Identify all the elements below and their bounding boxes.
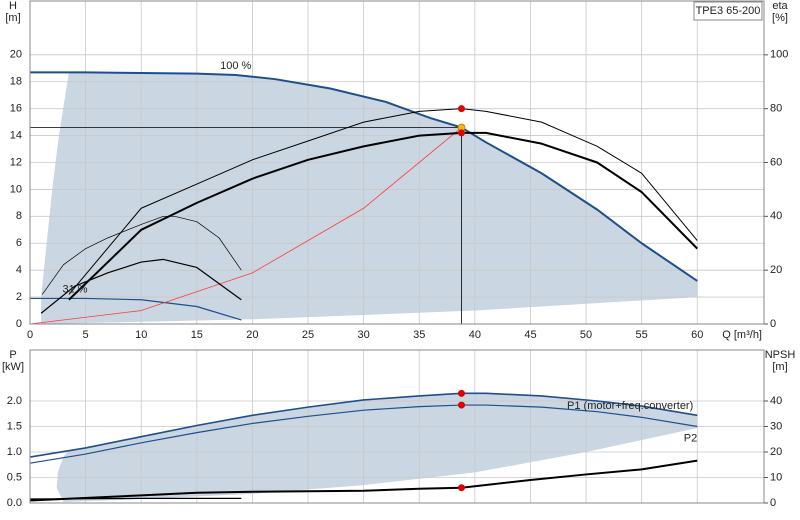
y2-axis-label: NPSH [765, 349, 796, 361]
y-tick-label: 12 [10, 156, 22, 168]
y2-tick-label: 100 [770, 49, 788, 61]
operating-point [458, 129, 466, 137]
y-tick-label: 14 [10, 129, 22, 141]
x-tick-label: 50 [580, 329, 592, 341]
curve [29, 127, 462, 325]
chart-title: TPE3 65-200 [696, 5, 761, 17]
operating-point [458, 389, 466, 397]
title-box [693, 1, 763, 21]
y2-axis-label: [m] [772, 361, 787, 373]
curve-label: 100 % [220, 60, 251, 72]
y-axis-label: [m] [5, 12, 20, 24]
operating-point [458, 484, 466, 492]
y2-tick-label: 20 [770, 446, 782, 458]
x-tick-label: 25 [302, 329, 314, 341]
y-tick-label: 20 [10, 49, 22, 61]
y-tick-label: 18 [10, 76, 22, 88]
y-tick-label: 0 [16, 318, 22, 330]
y-tick-label: 2 [16, 291, 22, 303]
y2-tick-label: 0 [770, 318, 776, 330]
y2-tick-label: 0 [770, 497, 776, 509]
y-tick-label: 1.5 [7, 420, 22, 432]
y-tick-label: 0.0 [7, 497, 22, 509]
y-tick-label: 8 [16, 210, 22, 222]
y2-tick-label: 40 [770, 395, 782, 407]
curve [41, 215, 242, 295]
curve [30, 297, 242, 321]
y2-tick-label: 30 [770, 420, 782, 432]
x-tick-label: 55 [636, 329, 648, 341]
x-tick-label: 35 [413, 329, 425, 341]
y-tick-label: 6 [16, 237, 22, 249]
curve [29, 392, 698, 458]
curve [29, 404, 698, 464]
y2-axis-label: eta [772, 0, 788, 12]
curve [30, 71, 698, 282]
y2-tick-label: 60 [770, 156, 782, 168]
x-tick-label: 10 [135, 329, 147, 341]
y-axis-label: P [9, 349, 16, 361]
x-axis-label: Q [m³/h] [722, 329, 762, 341]
x-tick-label: 60 [691, 329, 703, 341]
y-axis-label: H [9, 0, 17, 12]
y2-tick-label: 20 [770, 264, 782, 276]
y2-tick-label: 80 [770, 103, 782, 115]
x-tick-label: 15 [191, 329, 203, 341]
y2-tick-label: 10 [770, 471, 782, 483]
y2-axis-label: [%] [772, 12, 788, 24]
y-tick-label: 4 [16, 264, 22, 276]
y-tick-label: 16 [10, 103, 22, 115]
operating-point [458, 105, 466, 113]
curve-label: P2 [684, 432, 697, 444]
y-tick-label: 0.5 [7, 471, 22, 483]
x-tick-label: 5 [83, 329, 89, 341]
curve-label: P1 (motor+freq.converter) [567, 400, 693, 412]
y-tick-label: 1.0 [7, 446, 22, 458]
x-tick-label: 45 [524, 329, 536, 341]
curve [40, 258, 242, 314]
x-tick-label: 40 [469, 329, 481, 341]
operating-point [458, 401, 466, 409]
y-tick-label: 2.0 [7, 395, 22, 407]
operating-area [56, 393, 698, 502]
curve [29, 497, 242, 500]
curve [68, 131, 698, 301]
curve [29, 459, 698, 502]
curve-label: 31 % [63, 283, 88, 295]
y2-tick-label: 40 [770, 210, 782, 222]
y-tick-label: 10 [10, 183, 22, 195]
x-tick-label: 0 [27, 329, 33, 341]
x-tick-label: 30 [358, 329, 370, 341]
x-tick-label: 20 [246, 329, 258, 341]
curve [68, 108, 698, 295]
y-axis-label: [kW] [2, 361, 24, 373]
